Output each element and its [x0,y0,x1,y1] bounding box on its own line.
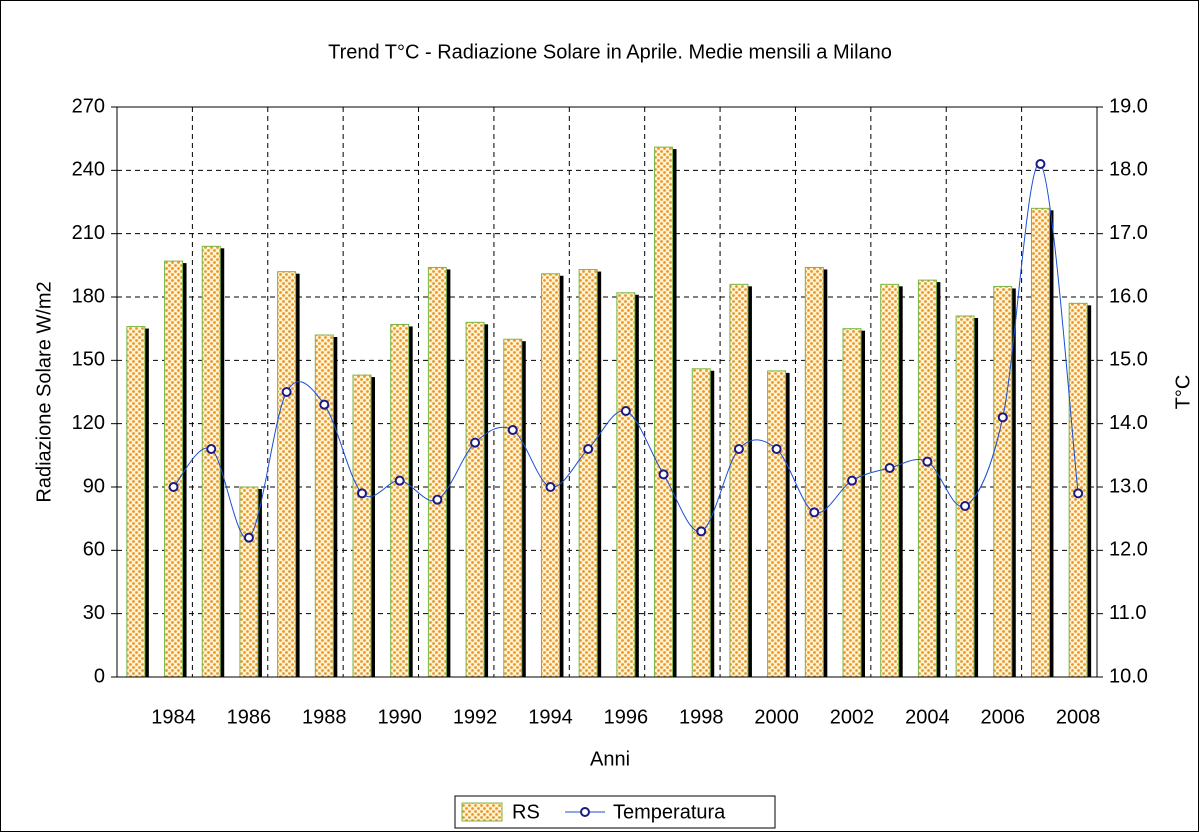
bar [314,334,334,678]
temperature-marker [997,412,1008,423]
temperature-marker [545,482,556,492]
y-tick-label: 270 [72,95,105,117]
temperature-marker [1073,488,1084,499]
temperature-marker [884,463,895,473]
bar [691,368,711,678]
y-axis-label: Radiazione Solare W/m2 [33,281,55,502]
legend-label: RS [512,801,540,823]
temperature-marker [847,475,857,486]
bar [390,323,410,678]
x-tick-label: 1988 [302,706,347,728]
temperature-marker [470,437,481,448]
temperature-marker [243,532,254,543]
temperature-marker [206,444,217,454]
bar [729,283,749,678]
bar [465,321,485,678]
legend-marker [580,807,590,817]
bar [126,326,146,678]
bar [880,283,900,678]
y2-tick-label: 16.0 [1109,285,1148,307]
y2-tick-label: 10.0 [1109,665,1148,687]
x-tick-label: 1986 [227,706,272,728]
y2-tick-label: 13.0 [1109,475,1148,497]
y-tick-label: 180 [72,285,105,307]
temperature-marker [620,406,631,416]
temperature-marker [809,507,820,518]
bar [842,328,862,678]
temperature-marker [432,494,443,505]
bar [201,245,221,678]
bar [427,266,447,678]
y-tick-label: 90 [83,475,105,497]
temperature-marker [922,456,933,467]
temperature-marker [960,501,971,511]
bar [352,374,372,678]
y2-tick-label: 14.0 [1109,412,1148,434]
temperature-marker [319,399,330,410]
temperature-marker [281,387,292,397]
bar [277,271,297,678]
temperature-marker [1035,159,1046,169]
y-tick-label: 150 [72,349,105,371]
bar [767,370,787,678]
x-tick-label: 2000 [754,706,799,728]
temperature-marker [583,444,594,454]
x-tick-label: 1990 [377,706,422,728]
x-axis-label: Anni [590,748,630,770]
x-tick-label: 1984 [151,706,196,728]
y2-tick-label: 17.0 [1109,222,1148,244]
chart-title: Trend T°C - Radiazione Solare in Aprile.… [328,41,892,63]
y-tick-label: 240 [72,159,105,181]
legend-box [454,795,776,829]
legend: RS Temperatura [454,795,776,829]
bar [1030,207,1050,678]
temperature-line [173,163,1079,539]
y2-tick-label: 19.0 [1109,95,1148,117]
bar [654,146,674,678]
x-tick-label: 1994 [528,706,573,728]
x-tick-label: 2002 [830,706,875,728]
bar [804,266,824,678]
y-tick-label: 30 [83,602,105,624]
y2-tick-label: 18.0 [1109,159,1148,181]
bar [917,279,937,678]
temperature-marker [733,444,744,454]
y-tick-label: 0 [94,665,105,687]
temperature-marker [658,469,669,480]
bar [164,260,184,678]
temperature-marker [696,526,707,537]
plot-border [116,106,1098,678]
y2-tick-label: 12.0 [1109,539,1148,561]
bar [993,285,1013,678]
x-tick-label: 1996 [604,706,649,728]
bar [616,292,636,678]
x-tick-label: 1992 [453,706,498,728]
y-tick-label: 120 [72,412,105,434]
x-tick-label: 1998 [679,706,724,728]
bar [955,315,975,678]
bar [578,269,598,678]
y2-tick-label: 15.0 [1109,349,1148,371]
legend-label: Temperatura [613,801,726,823]
y-tick-label: 210 [72,222,105,244]
y2-axis-label: T°C [1172,375,1194,410]
y2-tick-label: 11.0 [1109,602,1146,624]
bar [503,338,523,678]
temperature-marker [771,444,782,454]
temperature-marker [168,482,179,492]
x-tick-label: 2006 [981,706,1026,728]
x-tick-label: 2004 [905,706,950,728]
legend-swatch [461,802,503,822]
y-tick-label: 60 [83,539,105,561]
temperature-marker [507,425,518,435]
temperature-marker [357,488,367,499]
bar [239,486,259,678]
x-tick-label: 2008 [1056,706,1101,728]
bar [540,273,560,678]
temperature-marker [394,475,405,486]
